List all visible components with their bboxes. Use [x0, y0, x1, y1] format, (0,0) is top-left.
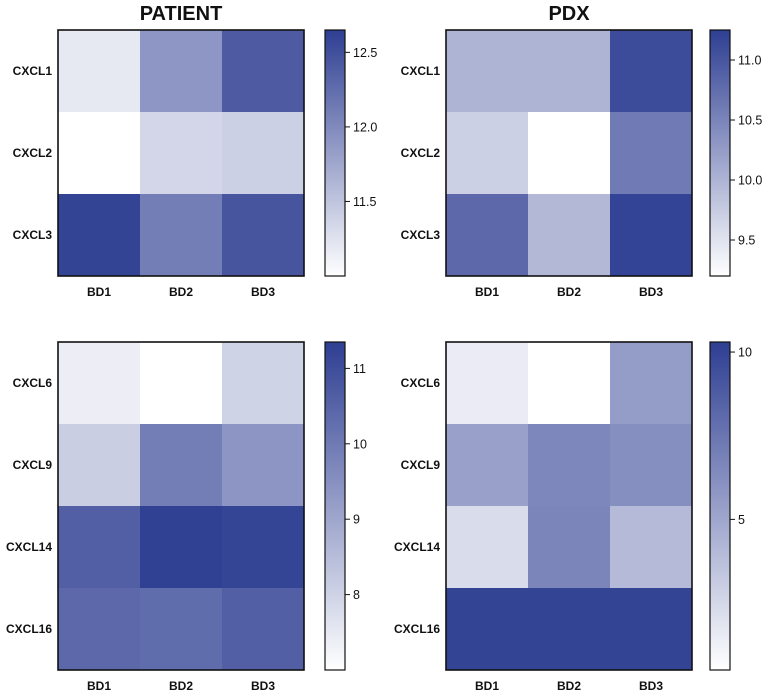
heatmap-cell-cxcl16-bd2 — [528, 588, 611, 671]
colorbar — [709, 341, 731, 671]
heatmap-cell-cxcl1-bd3 — [610, 30, 693, 113]
row-label-cxcl6: CXCL6 — [401, 376, 441, 390]
row-label-cxcl3: CXCL3 — [401, 228, 441, 242]
colorbar-tick-label: 10 — [738, 346, 752, 360]
chart-title: PATIENT — [140, 3, 223, 25]
heatmap-cell-cxcl16-bd3 — [222, 588, 305, 671]
colorbar-tick-label: 10.0 — [738, 174, 762, 188]
row-label-cxcl16: CXCL16 — [6, 622, 52, 636]
heatmap-cell-cxcl9-bd1 — [58, 424, 141, 507]
heatmap-cell-cxcl9-bd3 — [222, 424, 305, 507]
colorbar-tick-label: 11.0 — [738, 54, 761, 68]
heatmap-cell-cxcl6-bd1 — [58, 342, 141, 425]
heatmap-cell-cxcl3-bd2 — [140, 194, 223, 277]
colorbar-tick-label: 12.0 — [353, 120, 377, 134]
colorbar-tick-label: 8 — [353, 588, 360, 602]
heatmap-cell-cxcl16-bd1 — [58, 588, 141, 671]
col-label-bd2: BD2 — [557, 679, 581, 693]
heatmap-cell-cxcl6-bd2 — [528, 342, 611, 425]
heatmap-cell-cxcl9-bd3 — [610, 424, 693, 507]
heatmap-cell-cxcl2-bd2 — [528, 112, 611, 195]
pdx-top-heatmap-panel: PDX CXCL1 CXCL2 CXCL3 BD1 BD2 BD3 11.0 10.5 10.0 9… — [401, 3, 763, 299]
heatmap-cell-cxcl1-bd1 — [58, 30, 141, 113]
heatmap-cell-cxcl9-bd1 — [446, 424, 529, 507]
heatmap-cell-cxcl2-bd1 — [58, 112, 141, 195]
heatmap-cell-cxcl2-bd2 — [140, 112, 223, 195]
col-label-bd1: BD1 — [87, 285, 111, 299]
row-label-cxcl2: CXCL2 — [401, 146, 441, 160]
heatmap-border — [57, 29, 305, 277]
row-label-cxcl1: CXCL1 — [401, 64, 441, 78]
heatmap-border — [57, 341, 305, 671]
col-label-bd2: BD2 — [169, 679, 193, 693]
colorbar — [324, 29, 346, 277]
heatmap-cell-cxcl16-bd3 — [610, 588, 693, 671]
colorbar-tick-label: 10.5 — [738, 114, 762, 128]
row-label-cxcl9: CXCL9 — [401, 458, 441, 472]
chart-title: PDX — [548, 3, 590, 25]
heatmap-cell-cxcl6-bd2 — [140, 342, 223, 425]
col-label-bd1: BD1 — [87, 679, 111, 693]
heatmap-cell-cxcl3-bd1 — [58, 194, 141, 277]
heatmap-cell-cxcl9-bd2 — [140, 424, 223, 507]
row-label-cxcl9: CXCL9 — [13, 458, 53, 472]
heatmap-cell-cxcl14-bd1 — [446, 506, 529, 589]
heatmap-border — [445, 341, 693, 671]
patient-bottom-heatmap-panel: CXCL6 CXCL9 CXCL14 CXCL16 BD1 BD2 BD3 11 10 9 8 — [6, 341, 367, 693]
heatmap-cell-cxcl9-bd2 — [528, 424, 611, 507]
heatmap-cell-cxcl14-bd2 — [140, 506, 223, 589]
col-label-bd3: BD3 — [251, 679, 275, 693]
colorbar-tick-label: 9.5 — [738, 234, 755, 248]
heatmap-cell-cxcl3-bd1 — [446, 194, 529, 277]
row-label-cxcl14: CXCL14 — [6, 540, 52, 554]
colorbar — [709, 29, 731, 277]
heatmap-cell-cxcl14-bd3 — [222, 506, 305, 589]
colorbar-tick-label: 10 — [353, 437, 367, 451]
colorbar-tick-label: 5 — [738, 513, 745, 527]
heatmap-cell-cxcl1-bd2 — [140, 30, 223, 113]
heatmap-border — [445, 29, 693, 277]
colorbar-tick-label: 11.5 — [353, 195, 376, 209]
heatmap-cell-cxcl6-bd1 — [446, 342, 529, 425]
pdx-bottom-heatmap-panel: CXCL6 CXCL9 CXCL14 CXCL16 BD1 BD2 BD3 10 5 — [394, 341, 752, 693]
heatmap-cell-cxcl2-bd1 — [446, 112, 529, 195]
col-label-bd3: BD3 — [251, 285, 275, 299]
heatmap-cell-cxcl6-bd3 — [222, 342, 305, 425]
col-label-bd3: BD3 — [639, 679, 663, 693]
col-label-bd1: BD1 — [475, 285, 499, 299]
row-label-cxcl6: CXCL6 — [13, 376, 53, 390]
row-label-cxcl1: CXCL1 — [13, 64, 53, 78]
row-label-cxcl16: CXCL16 — [394, 622, 440, 636]
heatmap-cell-cxcl3-bd3 — [222, 194, 305, 277]
heatmap-cell-cxcl2-bd3 — [222, 112, 305, 195]
heatmap-cell-cxcl16-bd2 — [140, 588, 223, 671]
heatmap-cell-cxcl1-bd3 — [222, 30, 305, 113]
heatmap-cell-cxcl16-bd1 — [446, 588, 529, 671]
colorbar-tick-label: 9 — [353, 513, 360, 527]
col-label-bd2: BD2 — [169, 285, 193, 299]
heatmap-cell-cxcl14-bd1 — [58, 506, 141, 589]
colorbar — [324, 341, 346, 671]
col-label-bd1: BD1 — [475, 679, 499, 693]
row-label-cxcl14: CXCL14 — [394, 540, 440, 554]
heatmap-cell-cxcl3-bd3 — [610, 194, 693, 277]
col-label-bd3: BD3 — [639, 285, 663, 299]
heatmap-cell-cxcl3-bd2 — [528, 194, 611, 277]
heatmap-cell-cxcl14-bd3 — [610, 506, 693, 589]
patient-top-heatmap-panel: PATIENT CXCL1 CXCL2 CXCL3 BD1 BD2 BD3 12.5 12.0 1… — [13, 3, 378, 299]
colorbar-tick-label: 12.5 — [353, 46, 377, 60]
heatmap-cell-cxcl1-bd1 — [446, 30, 529, 113]
heatmap-cell-cxcl1-bd2 — [528, 30, 611, 113]
heatmap-cell-cxcl14-bd2 — [528, 506, 611, 589]
row-label-cxcl2: CXCL2 — [13, 146, 53, 160]
heatmap-cell-cxcl2-bd3 — [610, 112, 693, 195]
col-label-bd2: BD2 — [557, 285, 581, 299]
colorbar-tick-label: 11 — [353, 362, 366, 376]
row-label-cxcl3: CXCL3 — [13, 228, 53, 242]
heatmap-cell-cxcl6-bd3 — [610, 342, 693, 425]
